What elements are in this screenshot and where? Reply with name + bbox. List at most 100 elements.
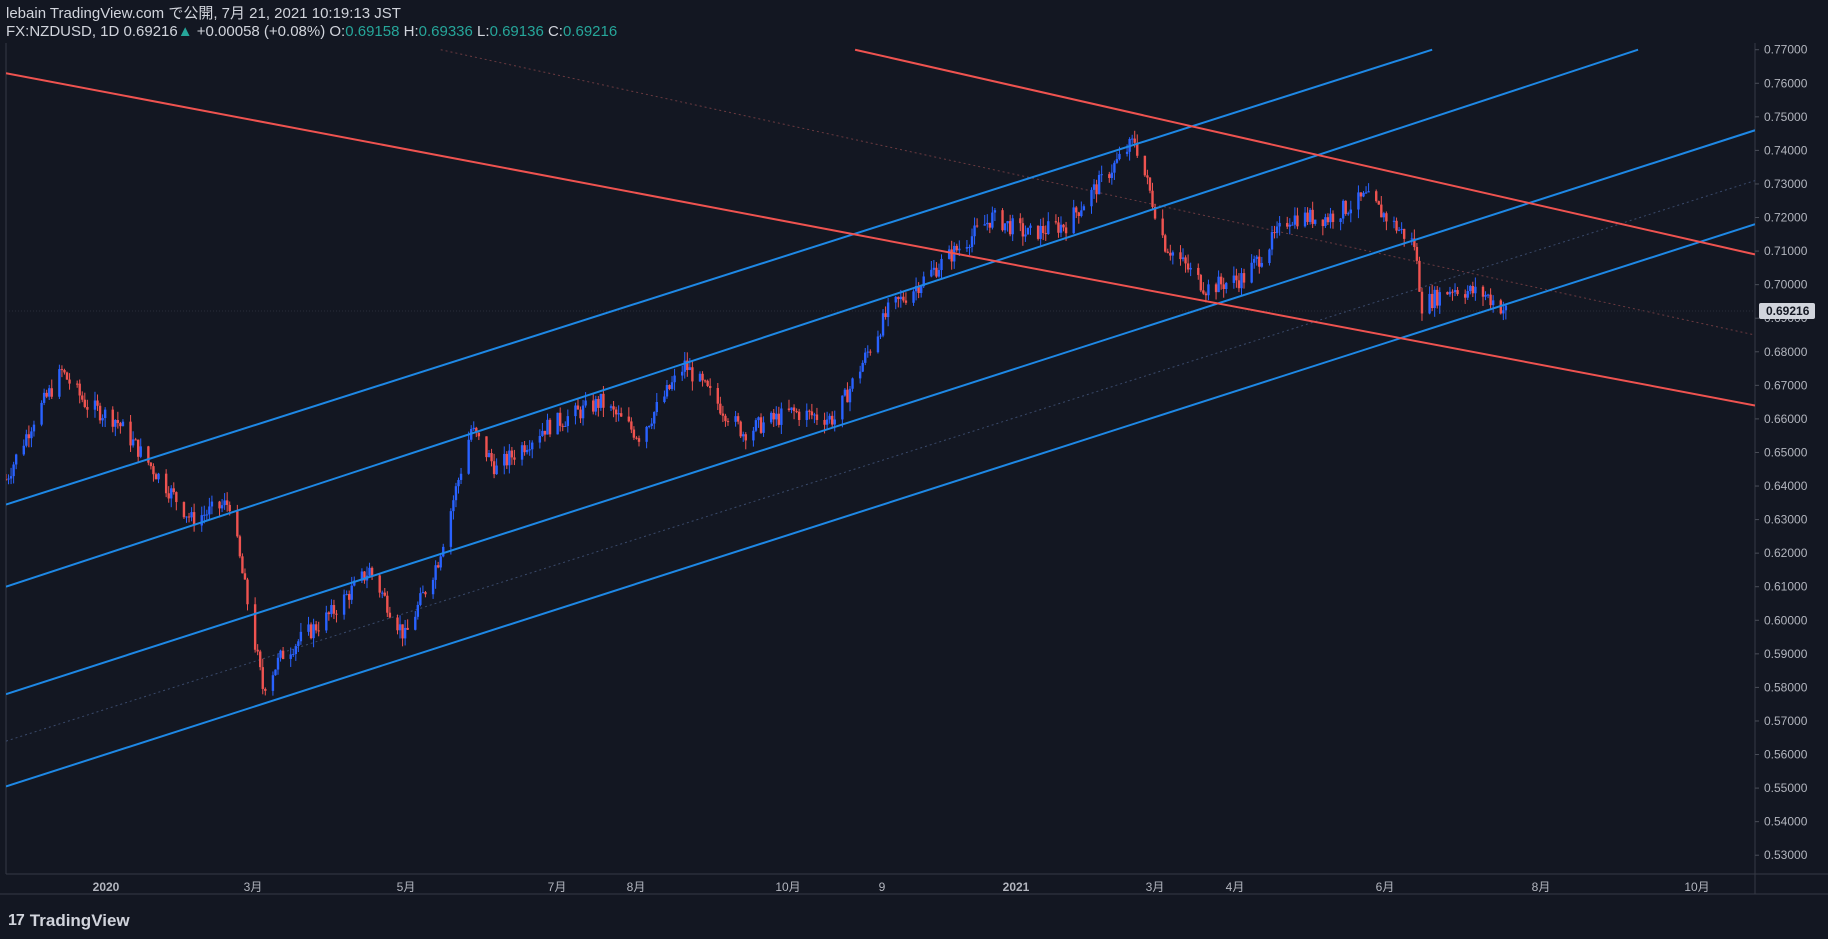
candle-body	[706, 380, 709, 386]
candle-body	[940, 258, 943, 271]
candle-body	[1146, 175, 1149, 178]
candle-body	[1064, 227, 1068, 234]
candle-body	[650, 423, 653, 426]
candle-body	[879, 335, 882, 337]
candle-body	[1225, 282, 1228, 290]
candle-body	[716, 388, 720, 404]
candle-body	[332, 605, 336, 614]
candle-body	[12, 464, 15, 477]
candle-body	[1110, 172, 1114, 178]
candle-body	[1438, 292, 1441, 306]
candle-body	[795, 411, 798, 413]
candle-body	[703, 380, 707, 382]
candle-body	[970, 236, 974, 248]
candle-body	[673, 375, 676, 383]
candle-body	[886, 302, 890, 318]
candle-body	[510, 450, 514, 458]
candle-body	[1003, 223, 1007, 231]
candle-body	[1029, 225, 1032, 228]
candle-body	[597, 398, 600, 408]
y-tick-label: 0.72000	[1764, 211, 1808, 225]
candle-body	[1418, 260, 1421, 292]
candle-body	[271, 675, 275, 691]
candle-body	[1077, 212, 1080, 216]
candle-body	[993, 210, 997, 213]
symbol-label: FX:NZDUSD, 1D	[6, 23, 120, 40]
candle-body	[1273, 232, 1276, 234]
candle-body	[1197, 267, 1200, 275]
candle-body	[419, 593, 422, 605]
candle-body	[950, 249, 953, 262]
candle-body	[1133, 138, 1136, 143]
candle-body	[1359, 192, 1363, 197]
red-channel-line	[854, 48, 1755, 256]
candle-body	[884, 313, 887, 318]
candle-body	[25, 434, 28, 446]
candle-body	[1006, 221, 1009, 224]
candle-body	[353, 580, 356, 586]
blue-channel-line	[6, 129, 1755, 696]
candle-body	[116, 419, 120, 424]
candle-body	[828, 415, 831, 420]
y-tick-label: 0.54000	[1764, 815, 1808, 829]
candle-body	[485, 436, 488, 458]
candle-body	[238, 536, 242, 557]
candle-body	[185, 516, 188, 518]
candle-body	[1331, 213, 1335, 223]
candle-body	[665, 385, 669, 397]
candle-body	[32, 424, 36, 432]
candle-body	[136, 439, 140, 457]
x-tick-label: 7月	[548, 880, 567, 894]
candle-body	[175, 492, 178, 503]
candle-body	[757, 417, 760, 421]
candle-body	[609, 406, 613, 408]
candle-body	[973, 225, 976, 237]
candle-body	[775, 413, 778, 420]
tradingview-logo-text: TradingView	[29, 911, 130, 930]
candle-body	[531, 442, 534, 450]
candle-body	[881, 313, 885, 336]
tradingview-logo-icon: 17	[8, 912, 25, 929]
candle-body	[1008, 221, 1012, 235]
candle-body	[292, 654, 295, 656]
candle-body	[1252, 258, 1256, 263]
candle-body	[1375, 191, 1378, 202]
candle-body	[762, 422, 765, 433]
candle-body	[1059, 224, 1063, 233]
candle-body	[487, 453, 491, 458]
candle-body	[556, 412, 559, 435]
candle-body	[1143, 155, 1147, 176]
candle-body	[1306, 212, 1309, 222]
y-tick-label: 0.60000	[1764, 613, 1808, 627]
candle-body	[1019, 218, 1022, 224]
candle-body	[1321, 219, 1325, 227]
y-tick-label: 0.61000	[1764, 580, 1808, 594]
candle-body	[1240, 273, 1243, 289]
candle-body	[1095, 184, 1098, 195]
candle-body	[546, 419, 549, 435]
candle-body	[1075, 207, 1078, 213]
symbol-line: FX:NZDUSD, 1D 0.69216▲ +0.00058 (+0.08%)…	[6, 23, 617, 41]
low-value: 0.69136	[489, 23, 544, 40]
candle-body	[454, 486, 458, 501]
candle-body	[894, 296, 897, 303]
candle-body	[734, 416, 737, 422]
candle-body	[1217, 276, 1220, 293]
candle-body	[75, 383, 79, 385]
y-tick-label: 0.65000	[1764, 445, 1808, 459]
tradingview-logo[interactable]: 17 TradingView	[8, 911, 130, 931]
candle-body	[708, 385, 712, 389]
x-tick-label: 3月	[1146, 880, 1165, 894]
candle-body	[475, 427, 478, 433]
candle-body	[528, 449, 531, 451]
candle-body	[225, 500, 229, 505]
last-price-badge-label: 0.69216	[1766, 304, 1810, 318]
candle-body	[830, 415, 834, 425]
candle-body	[1456, 290, 1459, 295]
candle-body	[503, 453, 506, 466]
candle-body	[754, 420, 758, 431]
candle-body	[1415, 246, 1419, 261]
candle-body	[210, 501, 214, 507]
candle-body	[86, 406, 89, 410]
